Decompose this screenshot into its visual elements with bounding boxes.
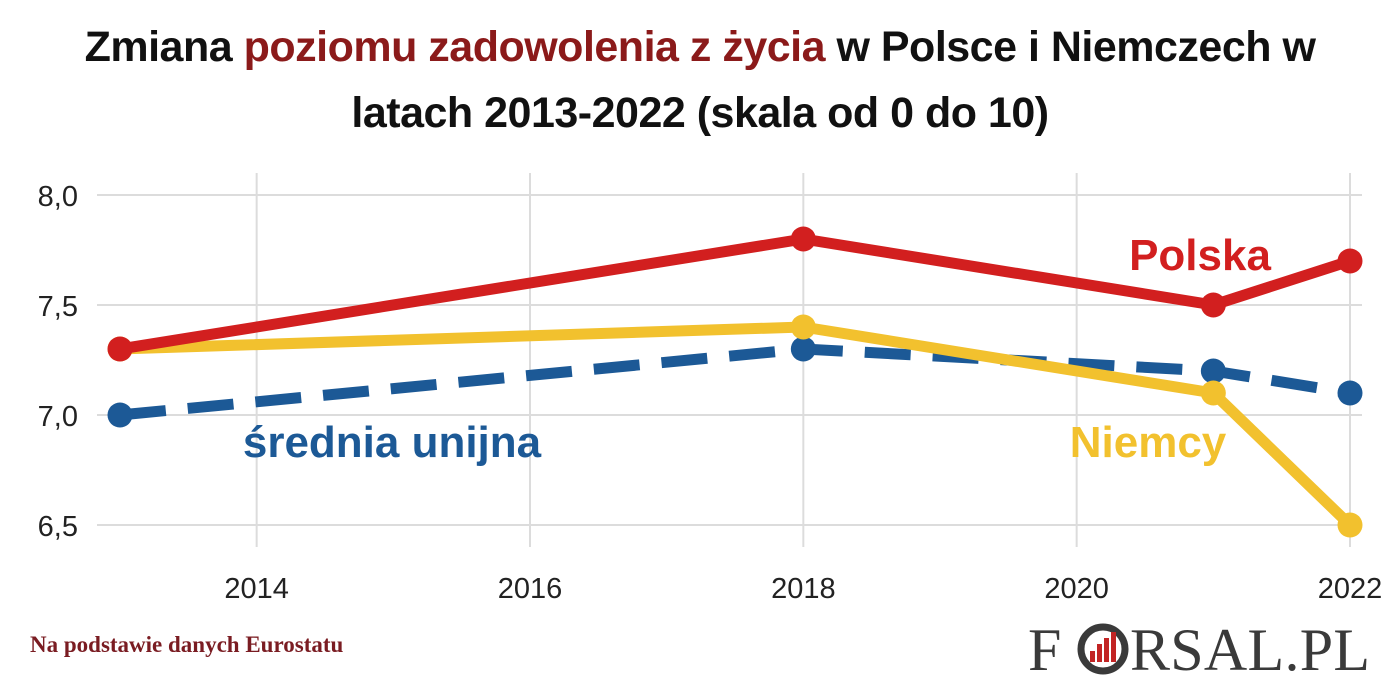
series-line-polska <box>114 233 1356 355</box>
x-tick-label: 2018 <box>771 573 836 605</box>
chart-title-line-1: Zmiana poziomu zadowolenia z życia w Pol… <box>0 14 1400 80</box>
logo-o-chart-icon <box>1077 623 1129 675</box>
forsal-logo: F RSAL.PL <box>1028 617 1370 682</box>
data-point-niemcy <box>1200 380 1226 406</box>
series-label-niemcy: Niemcy <box>1070 418 1227 467</box>
data-point-ue <box>790 336 816 362</box>
x-tick-label: 2014 <box>224 573 289 605</box>
data-point-polska <box>1337 248 1363 274</box>
source-note: Na podstawie danych Eurostatu <box>30 632 344 657</box>
data-point-polska <box>1200 292 1226 318</box>
x-tick-label: 2020 <box>1044 573 1109 605</box>
y-tick-label: 7,5 <box>38 291 78 323</box>
data-point-ue <box>1200 358 1226 384</box>
data-point-ue <box>107 402 133 428</box>
x-tick-label: 2022 <box>1318 573 1383 605</box>
y-tick-label: 6,5 <box>38 511 78 543</box>
series-label-polska: Polska <box>1129 231 1271 280</box>
title-part-2: w Polsce i Niemczech w <box>825 23 1316 71</box>
data-point-ue <box>1337 380 1363 406</box>
title-highlight: poziomu zadowolenia z życia <box>243 23 826 71</box>
data-point-polska <box>790 226 816 252</box>
y-tick-label: 8,0 <box>38 181 78 213</box>
series-line-niemcy <box>114 321 1356 531</box>
chart-title-line-2: latach 2013-2022 (skala od 0 do 10) <box>351 89 1049 137</box>
data-point-niemcy <box>1337 512 1363 538</box>
logo-text-right: RSAL.PL <box>1130 617 1370 682</box>
x-tick-label: 2016 <box>498 573 563 605</box>
y-tick-label: 7,0 <box>38 401 78 433</box>
logo-text-left: F <box>1028 617 1061 682</box>
data-point-niemcy <box>790 314 816 340</box>
data-point-polska <box>107 336 133 362</box>
title-part-1: Zmiana <box>84 23 244 71</box>
series-label-ue: średnia unijna <box>243 418 542 467</box>
chart-title: Zmiana poziomu zadowolenia z życia w Pol… <box>0 14 1400 146</box>
